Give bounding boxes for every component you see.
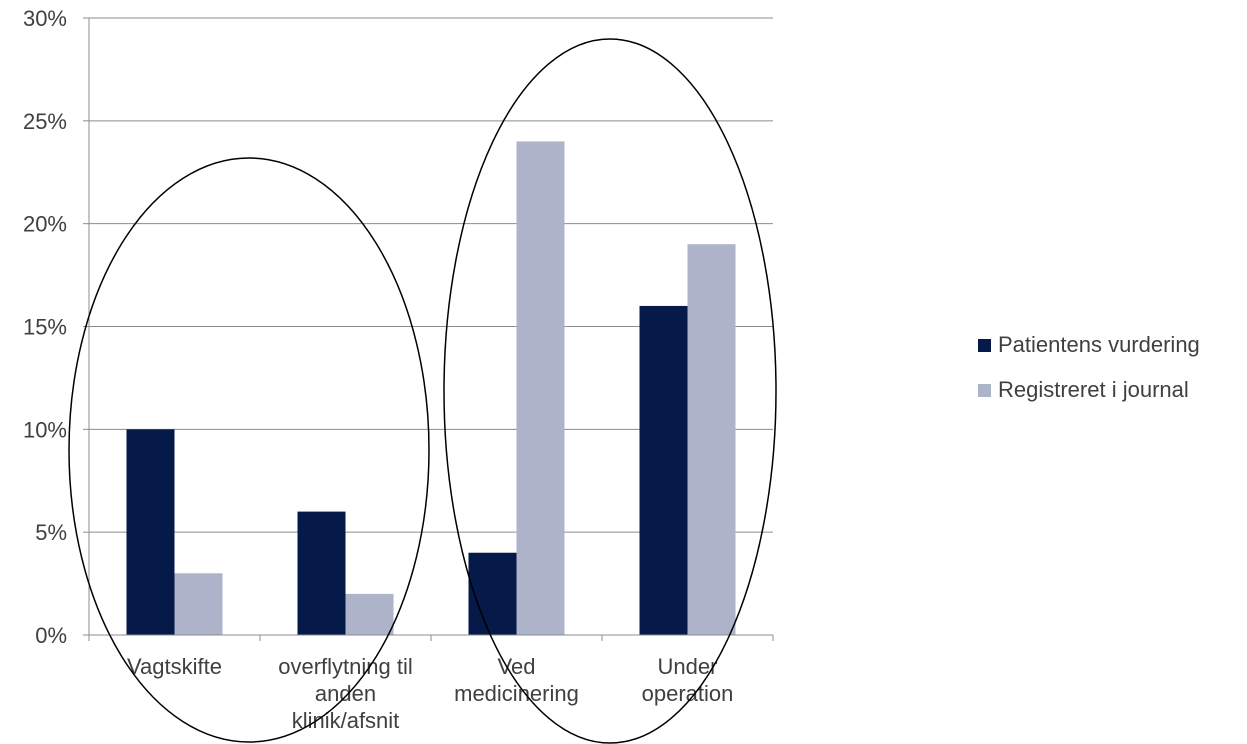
legend-label: Patientens vurdering [998, 332, 1200, 357]
bar-patientens-vurdering [126, 429, 175, 635]
y-axis-tick-labels: 0% 5% 10% 15% 20% 25% 30% [23, 6, 67, 648]
y-tick-label: 10% [23, 417, 67, 442]
x-category-label: overflytning til anden klinik/afsnit [278, 654, 413, 733]
annotation-ellipse-left [68, 157, 430, 743]
y-tick-label: 15% [23, 315, 67, 340]
annotation-ellipse-right [443, 38, 777, 744]
bar-registreret-i-journal [345, 593, 394, 635]
x-category-label: Under operation [642, 654, 734, 706]
x-axis-category-labels: Vagtskifte overflytning til anden klinik/af… [127, 654, 733, 733]
bar-patientens-vurdering [297, 511, 346, 635]
legend-label: Registreret i journal [998, 377, 1189, 402]
bar-patientens-vurdering [639, 305, 688, 635]
axes [83, 17, 774, 641]
legend-swatch [978, 339, 991, 352]
bar-registreret-i-journal [516, 141, 565, 635]
annotation-ellipses [68, 38, 777, 744]
legend: Patientens vurdering Registreret i journa… [978, 332, 1200, 402]
y-tick-label: 25% [23, 109, 67, 134]
y-tick-label: 20% [23, 212, 67, 237]
bar-registreret-i-journal [687, 244, 736, 635]
legend-swatch [978, 384, 991, 397]
x-category-label: Vagtskifte [127, 654, 222, 679]
y-tick-label: 0% [35, 623, 67, 648]
y-tick-label: 30% [23, 6, 67, 31]
x-category-label: Ved medicinering [454, 654, 579, 706]
y-tick-label: 5% [35, 520, 67, 545]
bars [126, 141, 736, 635]
bar-patientens-vurdering [468, 552, 517, 635]
bar-registreret-i-journal [174, 573, 223, 635]
